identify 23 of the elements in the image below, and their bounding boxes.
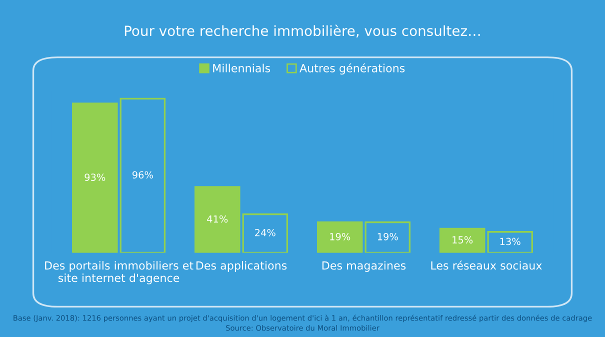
data-label: 24% bbox=[255, 228, 276, 236]
data-label: 19% bbox=[330, 232, 350, 240]
data-label: 93% bbox=[84, 174, 106, 181]
legend-label: Autres générations bbox=[300, 63, 405, 75]
x-tick-label: Des applications bbox=[196, 261, 287, 272]
data-label: 96% bbox=[132, 171, 153, 179]
bar bbox=[316, 221, 363, 253]
bar bbox=[487, 231, 533, 253]
data-label: 15% bbox=[452, 236, 473, 244]
bar bbox=[439, 228, 486, 253]
x-tick-label: Des magazines bbox=[322, 261, 406, 272]
x-tick-label: Des portails immobiliers et site internet d'agence bbox=[45, 261, 194, 284]
x-tick-label: Les réseaux sociaux bbox=[431, 260, 542, 270]
bar bbox=[72, 102, 118, 253]
bar bbox=[242, 213, 288, 253]
data-label: 41% bbox=[207, 215, 228, 223]
data-label: 13% bbox=[500, 238, 520, 246]
data-label: 19% bbox=[378, 232, 398, 240]
chart-title: Pour votre recherche immobilière, vous consultez… bbox=[124, 24, 480, 38]
bar bbox=[194, 186, 240, 253]
bar bbox=[364, 221, 410, 253]
bar bbox=[120, 98, 166, 253]
legend-label: Millennials bbox=[213, 64, 270, 72]
